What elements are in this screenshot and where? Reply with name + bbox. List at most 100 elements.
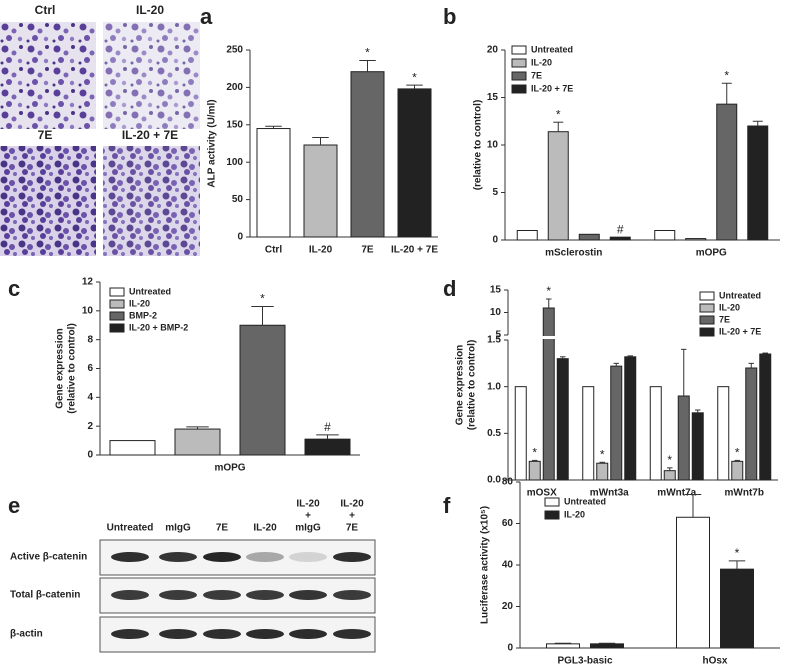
row-label: Active β-catenin [10, 552, 87, 563]
legend-swatch [109, 299, 125, 309]
bar [649, 386, 662, 481]
y-tick-label: 10 [487, 140, 499, 151]
blot-band [333, 552, 371, 562]
lane-label: 7E [346, 523, 359, 534]
panel-letter: b [443, 4, 456, 29]
bar [654, 230, 676, 241]
bar [759, 353, 772, 481]
bar [109, 440, 156, 456]
lane-label: IL-20 [296, 499, 320, 510]
bar [578, 233, 600, 241]
blot-band [159, 590, 197, 600]
blot-band [289, 552, 327, 562]
y-tick-label: 150 [226, 119, 243, 130]
y-tick-label: 2 [87, 421, 93, 432]
panel-letter: c [8, 276, 20, 301]
y-tick-label: 1.0 [487, 381, 501, 392]
significance-label: * [260, 292, 265, 306]
legend-swatch [109, 323, 125, 333]
legend-swatch [109, 311, 125, 321]
blot-band [111, 629, 149, 639]
bar [514, 386, 527, 481]
y-tick-label: 0.0 [487, 475, 501, 486]
bar [303, 144, 338, 238]
x-tick-label: mWnt7a [657, 488, 696, 499]
legend-swatch [544, 497, 560, 507]
bar [663, 470, 676, 481]
x-tick-label: mOPG [696, 248, 727, 259]
bar [677, 395, 690, 481]
significance-label: * [546, 284, 551, 298]
blot-band [159, 629, 197, 639]
legend-swatch [699, 291, 715, 301]
bar [174, 428, 221, 456]
legend-label: Untreated [564, 496, 606, 506]
legend-swatch [109, 287, 125, 297]
x-tick-label: mOSX [527, 488, 557, 499]
legend-swatch [511, 71, 527, 81]
y-tick-label: 50 [232, 194, 244, 205]
bar [256, 128, 291, 238]
legend-label: 7E [531, 70, 542, 80]
legend-swatch [511, 84, 527, 94]
x-tick-label: mSclerostin [545, 248, 602, 259]
micrograph [103, 22, 200, 129]
y-axis-label: Gene expression [55, 328, 66, 409]
legend-label: IL-20 [531, 57, 552, 67]
significance-label: * [667, 453, 672, 467]
lane-label: 7E [216, 523, 229, 534]
micrographs: Ctrl IL-20 7E IL-20 + 7E [0, 3, 200, 256]
row-label: β-actin [10, 629, 43, 640]
y-tick-label: 0 [237, 232, 243, 243]
legend-label: IL-20 [719, 302, 740, 312]
y-tick-label: 40 [502, 560, 514, 571]
y-tick-label: 15 [487, 92, 499, 103]
legend-label: Untreated [719, 290, 761, 300]
x-tick-label: mOPG [214, 463, 245, 474]
bar [350, 71, 385, 238]
bar [556, 358, 569, 481]
micrograph [0, 22, 96, 129]
micrograph [0, 146, 96, 256]
legend-swatch [699, 327, 715, 337]
y-axis-label: Gene expression [455, 345, 466, 426]
y-tick-label: 200 [226, 82, 243, 93]
micrograph-label: Ctrl [35, 3, 56, 17]
bar [716, 103, 738, 241]
panel-letter: e [8, 493, 20, 518]
lane-label: IL-20 [340, 499, 364, 510]
blot-band [111, 552, 149, 562]
legend-label: IL-20 [564, 509, 585, 519]
y-tick-label: 10 [82, 305, 94, 316]
micrograph [103, 146, 200, 256]
y-tick-label: 250 [226, 45, 243, 56]
x-tick-label: PGL3-basic [557, 656, 612, 665]
blot-band [246, 629, 284, 639]
significance-label: * [735, 546, 740, 560]
x-tick-label: IL-20 [309, 245, 333, 256]
x-tick-label: hOsx [702, 656, 727, 665]
blot-band [246, 590, 284, 600]
y-tick-label: 80 [502, 477, 514, 488]
y-axis-label: Luciferase activity (x10⁵) [480, 506, 491, 624]
y-tick-label: 1.5 [487, 335, 501, 346]
legend-swatch [699, 303, 715, 313]
y-tick-label: 5 [492, 187, 498, 198]
bar [546, 643, 580, 649]
y-tick-label: 10 [490, 307, 502, 318]
bar [304, 438, 351, 456]
y-tick-label: 100 [226, 157, 243, 168]
significance-label: * [600, 447, 605, 461]
significance-label: * [556, 107, 561, 121]
significance-label: # [617, 222, 624, 236]
lane-label: mIgG [165, 523, 191, 534]
x-tick-label: Ctrl [265, 245, 282, 256]
x-tick-label: mWnt7b [725, 488, 764, 499]
lane-label: IL-20 [253, 523, 277, 534]
bar [747, 125, 769, 241]
bar [685, 238, 707, 241]
lane-label: Untreated [107, 523, 154, 534]
blot-band [203, 590, 241, 600]
x-tick-label: mWnt3a [590, 488, 629, 499]
y-tick-label: 20 [502, 601, 514, 612]
